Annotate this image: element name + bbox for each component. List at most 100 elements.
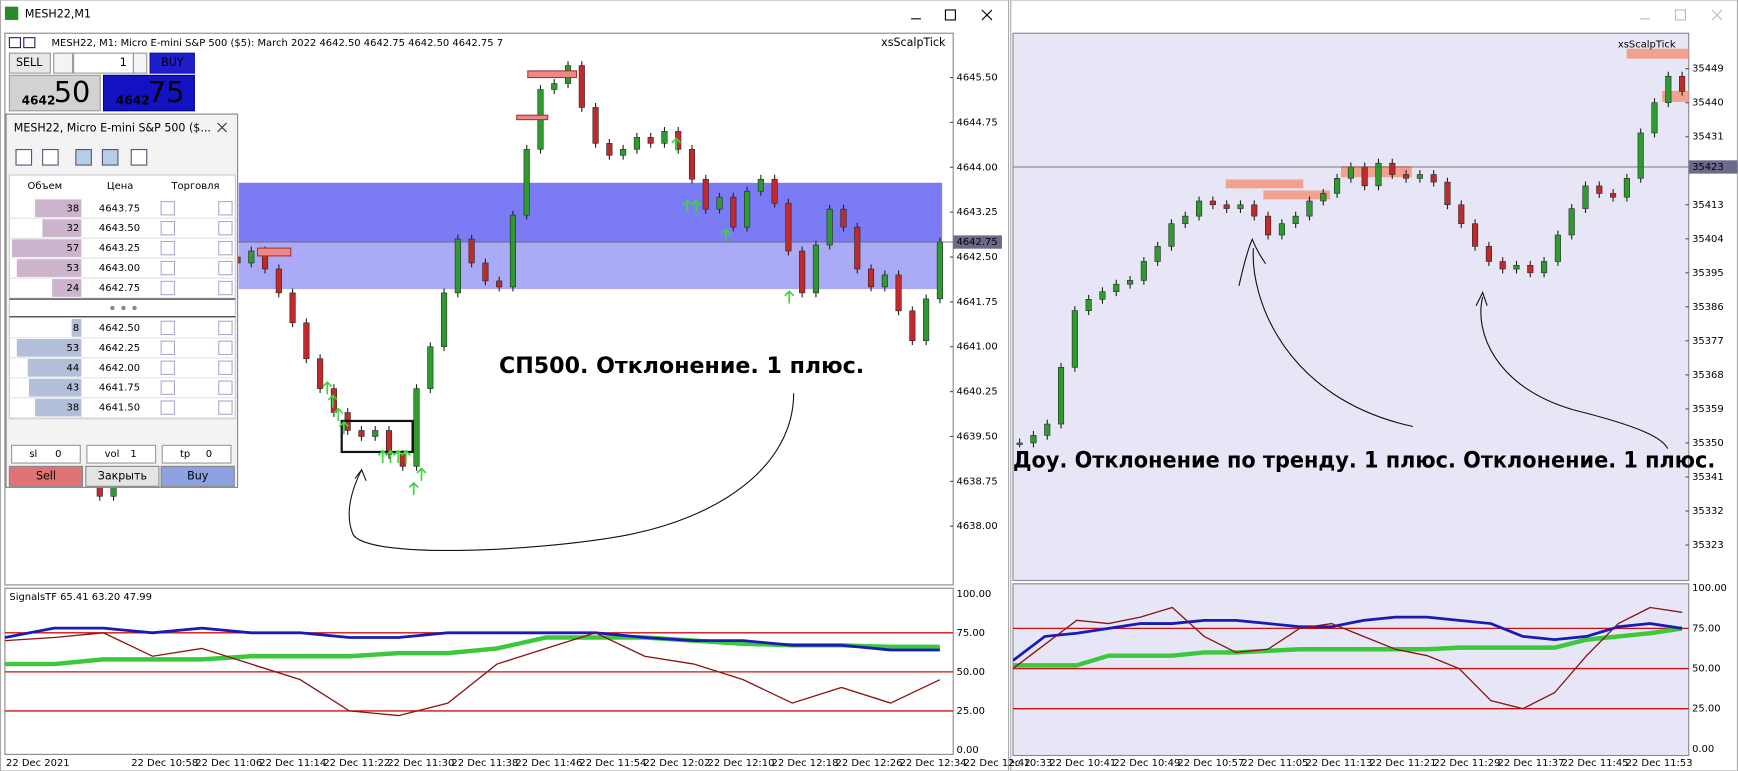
action-button[interactable] <box>85 465 160 487</box>
bid-box[interactable] <box>8 74 101 112</box>
order-up[interactable] <box>218 220 233 236</box>
separator-dot <box>121 305 126 311</box>
action-label[interactable]: Sell <box>36 469 56 482</box>
indicator-axis-label: 50.00 <box>1692 664 1721 675</box>
lots-dropdown[interactable] <box>53 52 74 74</box>
close-button[interactable] <box>217 122 227 133</box>
toolbar-icon[interactable] <box>130 148 148 166</box>
candle-body <box>1265 215 1272 236</box>
toolbar-icon[interactable] <box>101 148 119 166</box>
candle-body <box>702 178 709 210</box>
indicator-axis-label: 0.00 <box>1692 744 1714 755</box>
order-up[interactable] <box>218 260 233 276</box>
candle-body <box>881 274 888 288</box>
param-input[interactable] <box>11 444 81 464</box>
candle-body <box>275 268 282 294</box>
order-down[interactable] <box>160 360 175 375</box>
candle-body <box>1016 442 1023 445</box>
price-label: 35350 <box>1692 438 1724 449</box>
window-controls[interactable] <box>911 9 993 21</box>
toolbar-icon[interactable] <box>15 148 33 166</box>
order-down[interactable] <box>160 220 175 236</box>
hand-drawn-curve <box>348 393 795 552</box>
candle-body <box>1679 75 1686 92</box>
order-up[interactable] <box>218 380 233 395</box>
volume-bar <box>35 398 82 417</box>
order-up[interactable] <box>218 201 233 216</box>
param-input[interactable] <box>86 444 157 464</box>
action-label[interactable]: Закрыть <box>98 469 147 482</box>
order-up[interactable] <box>218 400 233 415</box>
candle-body <box>1154 246 1161 262</box>
candle-body <box>688 149 696 180</box>
action-label[interactable]: Buy <box>187 469 209 482</box>
sell-button[interactable] <box>8 52 51 74</box>
indicator-axis-label: 50.00 <box>957 667 985 678</box>
hand-drawn-curve <box>1238 237 1414 428</box>
order-down[interactable] <box>160 260 175 276</box>
sell-label[interactable]: SELL <box>16 56 43 69</box>
candle-body <box>909 310 916 342</box>
toolbar-icon[interactable] <box>42 148 59 166</box>
candle-body <box>1444 181 1451 206</box>
order-down[interactable] <box>160 280 175 296</box>
window-controls[interactable] <box>1640 9 1723 21</box>
order-down[interactable] <box>160 400 175 415</box>
candle-body <box>1292 215 1299 224</box>
price-label: 4638.00 <box>957 521 998 532</box>
chart-info: MESH22, M1: Micro E-mini S&P 500 ($5): M… <box>51 38 503 49</box>
order-down[interactable] <box>160 201 175 216</box>
candle-body <box>317 358 324 389</box>
order-up[interactable] <box>218 280 233 296</box>
separator-dot <box>110 305 115 311</box>
candle-body <box>1030 435 1037 444</box>
volume-bar <box>42 219 82 238</box>
price-label: 35323 <box>1692 540 1724 551</box>
candle-body <box>1320 193 1327 202</box>
buy-label[interactable]: BUY <box>161 56 184 69</box>
candle-body <box>1568 208 1575 236</box>
oscillator-line <box>1013 615 1683 662</box>
order-up[interactable] <box>218 340 233 356</box>
candle-body <box>1058 367 1065 425</box>
candle-body <box>867 268 875 288</box>
candle-body <box>757 178 764 192</box>
column-header: Объем <box>28 181 63 192</box>
lots-up[interactable] <box>132 52 148 74</box>
price-label: 35395 <box>1692 268 1724 279</box>
order-down[interactable] <box>160 340 175 356</box>
level-mark <box>527 70 578 79</box>
param-value: 1 <box>130 449 136 460</box>
candle-body <box>468 238 475 264</box>
candle-body <box>1610 193 1617 198</box>
level-mark <box>1662 90 1689 102</box>
price-label: 4645.50 <box>957 73 998 84</box>
candle-body <box>1113 283 1120 293</box>
price: 4641.75 <box>99 383 140 394</box>
order-down[interactable] <box>160 380 175 395</box>
candle-body <box>1071 310 1078 368</box>
order-up[interactable] <box>218 320 233 336</box>
ask-box[interactable] <box>102 74 195 112</box>
candle-body <box>1527 264 1534 274</box>
candle-body <box>854 226 861 270</box>
candle-body <box>358 430 365 437</box>
action-button[interactable] <box>8 465 84 487</box>
candle-body <box>1099 291 1106 300</box>
candle-body <box>427 346 434 389</box>
candle-body <box>1251 204 1258 217</box>
param-label: vol <box>105 449 120 460</box>
candle-body <box>923 298 930 342</box>
order-up[interactable] <box>218 360 233 375</box>
candle-body <box>606 143 613 156</box>
param-input[interactable] <box>161 444 232 464</box>
order-down[interactable] <box>160 320 175 336</box>
param-value: 0 <box>206 449 212 460</box>
action-button[interactable] <box>160 465 235 487</box>
price: 4642.75 <box>99 283 140 294</box>
order-down[interactable] <box>160 240 175 256</box>
buy-button[interactable] <box>149 52 195 74</box>
order-up[interactable] <box>218 240 233 256</box>
toolbar-icon[interactable] <box>75 148 92 166</box>
